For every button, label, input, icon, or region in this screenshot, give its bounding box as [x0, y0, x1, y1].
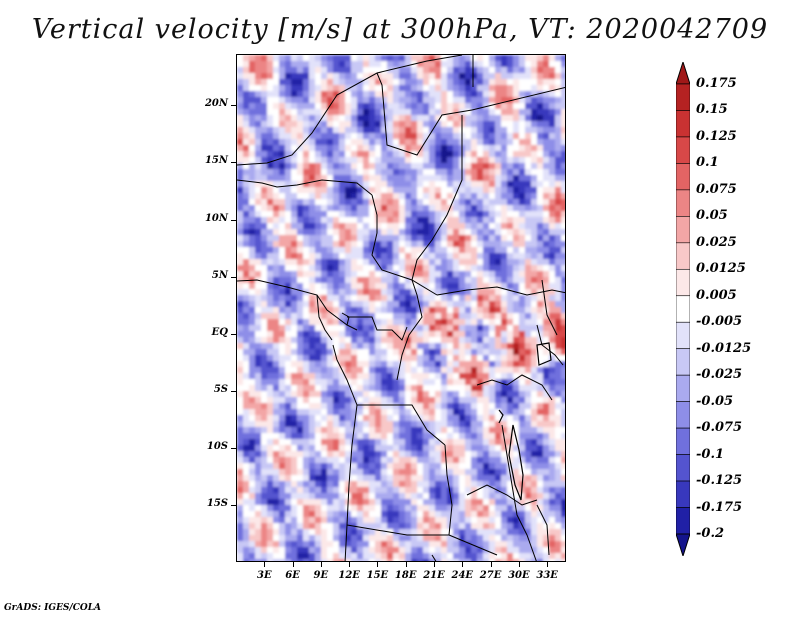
- colorbar-top-arrow: [676, 62, 690, 85]
- lat-tick: [231, 105, 236, 107]
- colorbar-label: 0.1: [696, 155, 719, 171]
- lon-label: 3E: [256, 570, 272, 581]
- lon-label: 27E: [479, 570, 502, 581]
- colorbar-label: 0.15: [696, 102, 728, 118]
- colorbar-label: 0.005: [696, 287, 737, 303]
- lon-tick: [490, 562, 492, 567]
- lon-tick: [377, 562, 379, 567]
- colorbar-segment: [676, 216, 690, 244]
- lon-label: 6E: [285, 570, 300, 581]
- colorbar-label: 0.025: [696, 234, 737, 250]
- lon-tick: [405, 562, 407, 567]
- colorbar-segment: [676, 348, 690, 376]
- lat-tick: [231, 219, 236, 221]
- colorbar-label: -0.125: [696, 473, 743, 489]
- colorbar-segment: [676, 242, 690, 270]
- lat-label: 20N: [204, 98, 228, 110]
- colorbar-segment: [676, 374, 690, 402]
- lat-tick: [231, 447, 236, 449]
- lat-label: EQ: [211, 326, 228, 338]
- colorbar-segment: [676, 189, 690, 217]
- colorbar-label: -0.1: [696, 446, 725, 462]
- colorbar-label: 0.175: [696, 76, 737, 91]
- colorbar-segment: [676, 480, 690, 508]
- lon-label: 9E: [313, 570, 329, 581]
- lon-label: 24E: [451, 570, 474, 581]
- colorbar-label: -0.175: [696, 499, 743, 515]
- lon-label: 21E: [423, 570, 445, 581]
- colorbar-label: 0.075: [696, 181, 737, 197]
- lat-tick: [231, 390, 236, 392]
- lat-tick: [231, 276, 236, 278]
- colorbar-bottom-arrow: [676, 533, 690, 556]
- colorbar-label: -0.2: [696, 526, 725, 541]
- colorbar-segment: [676, 295, 690, 323]
- vertical-velocity-field: [237, 55, 565, 561]
- colorbar-segment: [676, 268, 690, 297]
- lakes: [498, 342, 552, 501]
- colorbar-label: -0.025: [696, 367, 743, 383]
- credit-text: GrADS: IGES/COLA: [4, 603, 102, 613]
- lon-label: 12E: [338, 570, 360, 581]
- lon-tick: [462, 562, 464, 567]
- colorbar-label: 0.0125: [696, 261, 746, 277]
- colorbar-label: 0.125: [696, 128, 737, 144]
- colorbar-segment: [676, 454, 690, 482]
- lon-label: 15E: [366, 570, 389, 581]
- colorbar: [676, 62, 690, 556]
- colorbar-segment: [676, 136, 690, 164]
- lon-tick: [547, 562, 549, 567]
- lat-tick: [231, 504, 236, 506]
- colorbar-label: -0.075: [696, 420, 743, 436]
- lat-label: 5N: [211, 269, 228, 281]
- lat-label: 10S: [206, 440, 228, 452]
- lon-tick: [292, 562, 294, 567]
- colorbar-segment: [676, 163, 690, 191]
- colorbar-segment: [676, 321, 690, 350]
- lon-tick: [264, 562, 266, 567]
- lat-label: 10N: [204, 212, 228, 224]
- colorbar-label: -0.005: [696, 314, 743, 330]
- lat-tick: [231, 162, 236, 164]
- lat-label: 5S: [213, 383, 228, 395]
- country-borders: [237, 55, 565, 561]
- colorbar-label: 0.05: [696, 208, 728, 224]
- map-title: Vertical velocity [m/s] at 300hPa, VT: 2…: [31, 14, 769, 45]
- colorbar-label: -0.0125: [696, 340, 752, 356]
- lon-tick: [349, 562, 351, 567]
- colorbar-segment: [676, 507, 690, 535]
- lon-label: 18E: [394, 570, 417, 581]
- colorbar-segment: [676, 110, 690, 138]
- lon-tick: [320, 562, 322, 567]
- lon-label: 30E: [508, 570, 530, 581]
- lon-tick: [434, 562, 435, 567]
- colorbar-label: -0.05: [696, 393, 734, 409]
- lat-label: 15S: [206, 497, 228, 509]
- lon-label: 33E: [536, 570, 558, 581]
- map-plot-area: [236, 54, 566, 562]
- lat-label: 15N: [204, 155, 228, 167]
- colorbar-segment: [676, 83, 690, 111]
- lon-tick: [518, 562, 520, 567]
- colorbar-segment: [676, 427, 690, 455]
- lat-tick: [231, 333, 236, 335]
- colorbar-segment: [676, 401, 690, 429]
